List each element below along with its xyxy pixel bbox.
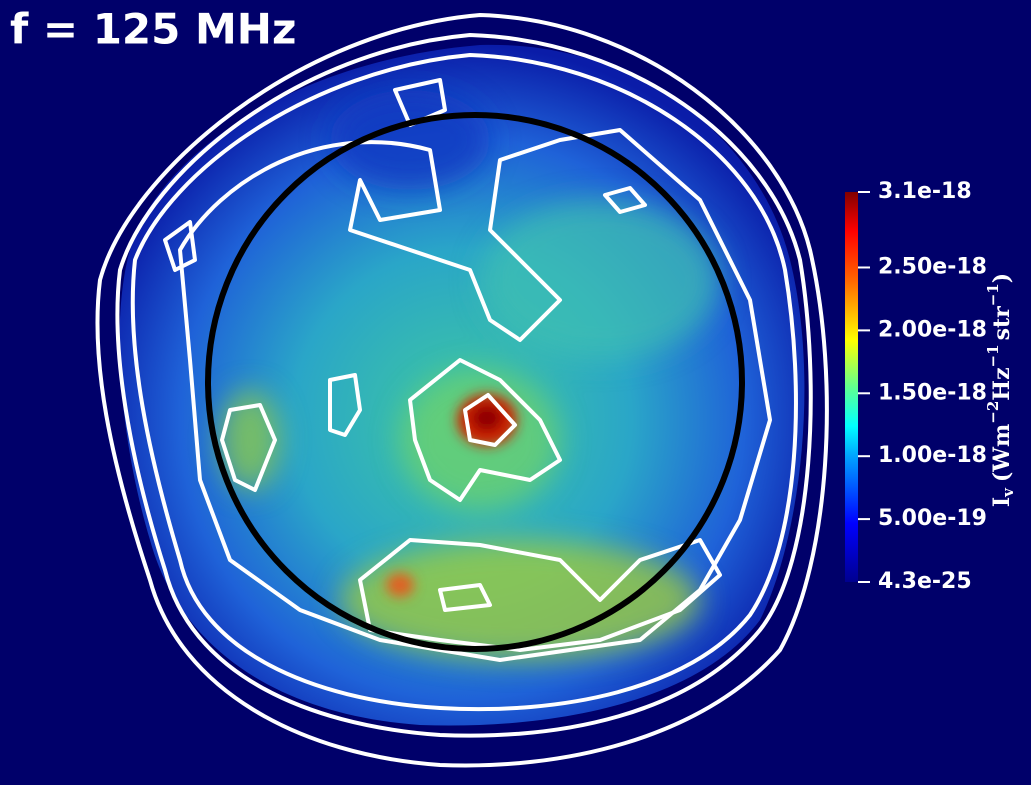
contour: [130, 53, 798, 712]
contour: [178, 128, 772, 662]
frequency-title: f = 125 MHz: [10, 5, 296, 54]
contour: [408, 358, 562, 502]
colorbar-tick-label: 2.00e-18: [878, 317, 987, 342]
colorbar-tick-label: 3.1e-18: [878, 179, 972, 204]
contour: [358, 538, 722, 652]
emission-texture: [220, 90, 720, 660]
hot-spot: [386, 394, 517, 597]
contour: [603, 186, 647, 214]
contour: [163, 220, 197, 272]
colorbar-gradient: [845, 192, 858, 582]
contour: [328, 373, 362, 437]
label-part: −2: [984, 401, 1002, 424]
colorbar-tick-label: 4.3e-25: [878, 569, 972, 594]
label-part: −1: [984, 344, 1002, 367]
label-part: (Wm: [989, 424, 1015, 482]
label-part: Hz: [989, 367, 1015, 400]
contour: [115, 33, 813, 738]
colorbar: 4.3e-25 5.00e-19 1.00e-18 1.50e-18 2.00e-18 2…: [845, 179, 987, 594]
contour: [220, 403, 277, 492]
colorbar-tick-label: 2.50e-18: [878, 254, 987, 279]
colorbar-tick-label: 1.50e-18: [878, 380, 987, 405]
label-part: I: [989, 497, 1015, 507]
contour: [438, 583, 492, 612]
label-part: str: [989, 306, 1015, 341]
label-part: −1: [984, 283, 1002, 306]
label-part: ): [989, 273, 1015, 283]
contour: [95, 13, 829, 768]
colorbar-tick-label: 5.00e-19: [878, 506, 987, 531]
contour: [393, 78, 447, 127]
colorbar-label: Iv(Wm−2Hz−1str−1): [984, 273, 1017, 507]
emission-map: [95, 13, 829, 768]
label-part: v: [999, 487, 1017, 498]
contour: [463, 393, 517, 447]
solar-limb: [205, 112, 745, 652]
colorbar-tick-label: 1.00e-18: [878, 443, 987, 468]
